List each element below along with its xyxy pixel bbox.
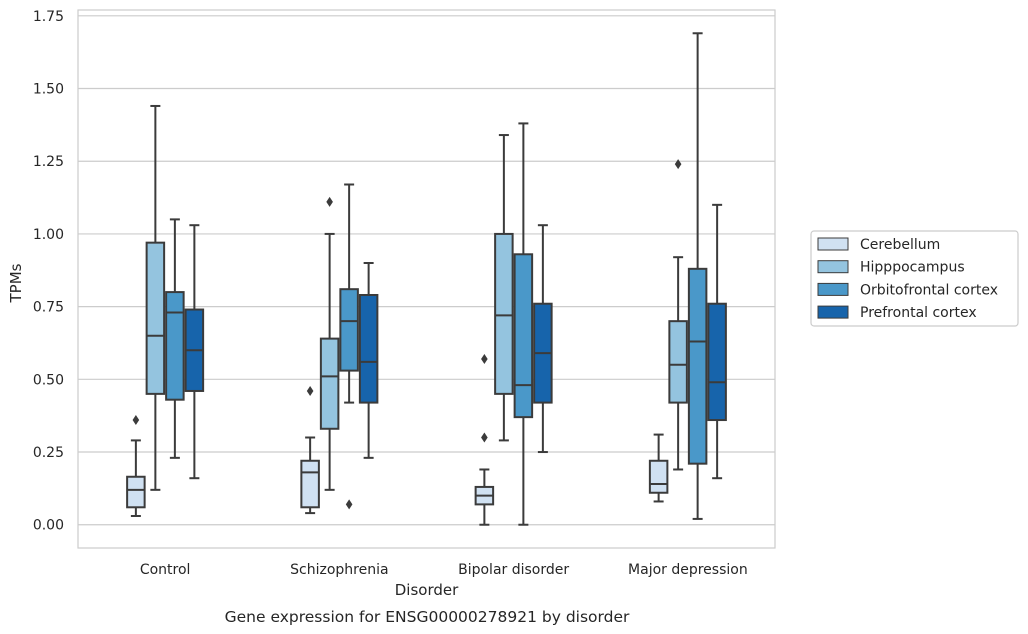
box-iqr [165, 291, 185, 401]
box-iqr [358, 293, 379, 404]
box-cerebellum [300, 385, 320, 515]
box-iqr [339, 288, 359, 372]
y-axis-ticks: 0.00 0.25 0.50 0.75 1.00 1.25 1.50 1.75 [33, 9, 64, 534]
legend-swatch [817, 305, 849, 319]
x-tick-label: Control [140, 562, 191, 578]
box-orbitofrontal-cortex [339, 183, 359, 510]
box-prefrontal-cortex [707, 203, 727, 480]
y-tick-label: 1.00 [33, 227, 64, 243]
x-axis-label: Disorder [395, 581, 459, 599]
legend-label: Hipppocampus [860, 260, 965, 276]
x-axis-ticks: Control Schizophrenia Bipolar disorder Majo… [140, 562, 748, 578]
box-series [126, 32, 727, 526]
outlier-point [345, 499, 353, 510]
y-axis-label: TPMs [7, 263, 25, 303]
y-tick-label: 0.25 [33, 445, 64, 461]
y-tick-label: 0.75 [33, 300, 64, 316]
box-iqr [300, 459, 320, 509]
outlier-point [674, 159, 682, 170]
box-iqr [319, 337, 340, 430]
box-iqr [145, 241, 166, 395]
box-prefrontal-cortex [184, 224, 205, 480]
legend-label: Prefrontal cortex [860, 305, 977, 321]
y-tick-label: 0.50 [33, 372, 64, 388]
box-iqr [707, 302, 727, 422]
box-hipppocampus [668, 159, 688, 471]
box-hipppocampus [145, 104, 166, 491]
box-hipppocampus [319, 196, 340, 491]
box-orbitofrontal-cortex [513, 122, 534, 526]
chart-caption: Gene expression for ENSG00000278921 by d… [225, 608, 630, 626]
box-orbitofrontal-cortex [165, 218, 185, 459]
legend-swatch [817, 282, 849, 296]
legend: Cerebellum Hipppocampus Orbitofrontal cort… [810, 230, 1019, 327]
legend-swatch [817, 260, 849, 274]
legend-label: Orbitofrontal cortex [860, 282, 998, 298]
outlier-point [132, 415, 140, 426]
box-cerebellum [474, 353, 495, 526]
box-cerebellum [126, 415, 146, 518]
box-iqr [668, 320, 688, 404]
plot-frame [77, 9, 776, 549]
box-iqr [648, 459, 669, 494]
legend-swatch [817, 237, 849, 251]
outlier-point [481, 353, 488, 364]
legend-box [810, 230, 1019, 327]
outlier-point [481, 432, 488, 443]
box-hipppocampus [494, 134, 514, 442]
box-prefrontal-cortex [533, 224, 553, 454]
y-tick-label: 1.75 [33, 9, 64, 25]
legend-label: Cerebellum [860, 237, 940, 253]
box-iqr [687, 267, 708, 465]
x-tick-label: Schizophrenia [290, 562, 388, 578]
box-iqr [126, 475, 146, 509]
outlier-point [306, 385, 314, 396]
outlier-point [326, 196, 333, 207]
box-iqr [513, 253, 534, 419]
box-iqr [494, 232, 514, 395]
box-prefrontal-cortex [358, 262, 379, 459]
x-tick-label: Bipolar disorder [458, 562, 569, 578]
y-tick-label: 0.00 [33, 518, 64, 534]
x-tick-label: Major depression [628, 562, 748, 578]
y-tick-label: 1.25 [33, 154, 64, 170]
box-orbitofrontal-cortex [687, 32, 708, 520]
box-cerebellum [648, 433, 669, 503]
y-tick-label: 1.50 [33, 82, 64, 98]
gridlines [78, 15, 775, 526]
